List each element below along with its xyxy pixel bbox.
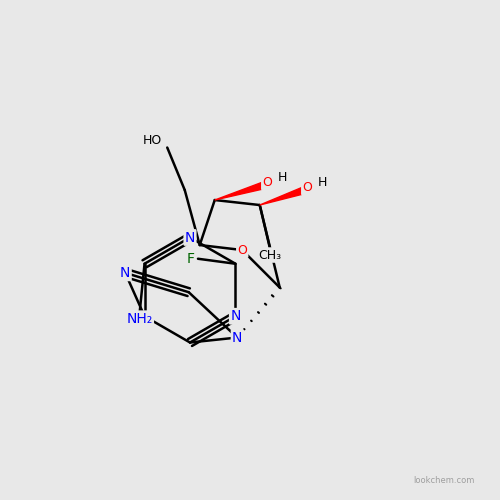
Text: F: F [186, 252, 194, 266]
Text: HO: HO [143, 134, 162, 146]
Text: N: N [185, 230, 195, 244]
Text: H: H [278, 171, 287, 184]
Text: N: N [232, 330, 242, 344]
Text: O: O [262, 176, 272, 189]
Text: H: H [318, 176, 327, 189]
Text: O: O [238, 244, 247, 256]
Text: NH₂: NH₂ [126, 312, 152, 326]
Text: O: O [302, 181, 312, 194]
Text: N: N [120, 266, 130, 280]
Polygon shape [260, 186, 306, 205]
Text: CH₃: CH₃ [258, 248, 281, 262]
Text: lookchem.com: lookchem.com [414, 476, 475, 485]
Polygon shape [214, 182, 266, 200]
Text: N: N [230, 309, 240, 324]
